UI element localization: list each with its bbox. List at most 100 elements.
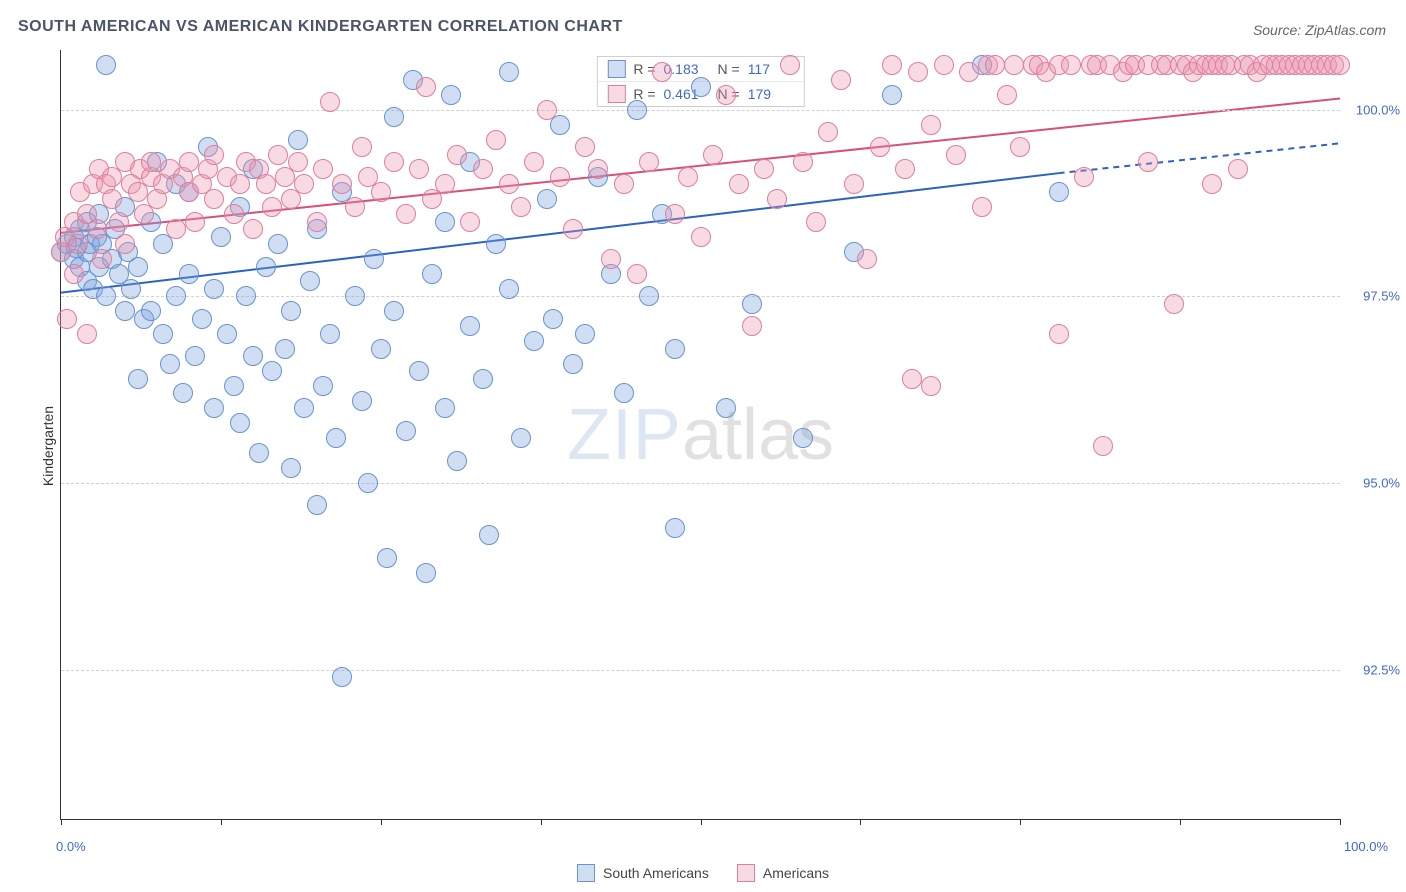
data-point <box>652 62 672 82</box>
swatch-blue <box>577 864 595 882</box>
data-point <box>185 346 205 366</box>
data-point <box>627 100 647 120</box>
data-point <box>236 286 256 306</box>
data-point <box>742 316 762 336</box>
data-point <box>409 361 429 381</box>
gridline <box>61 110 1340 111</box>
data-point <box>473 159 493 179</box>
x-tick <box>701 819 702 825</box>
data-point <box>1330 55 1350 75</box>
data-point <box>1061 55 1081 75</box>
data-point <box>185 212 205 232</box>
data-point <box>211 227 231 247</box>
data-point <box>844 174 864 194</box>
data-point <box>665 339 685 359</box>
data-point <box>460 212 480 232</box>
data-point <box>997 85 1017 105</box>
data-point <box>64 264 84 284</box>
data-point <box>300 271 320 291</box>
data-point <box>639 152 659 172</box>
data-point <box>204 398 224 418</box>
data-point <box>665 204 685 224</box>
data-point <box>818 122 838 142</box>
x-tick <box>1020 819 1021 825</box>
data-point <box>882 55 902 75</box>
data-point <box>742 294 762 314</box>
data-point <box>1010 137 1030 157</box>
x-tick <box>1340 819 1341 825</box>
data-point <box>499 174 519 194</box>
legend-item-pink: Americans <box>737 864 829 882</box>
data-point <box>396 204 416 224</box>
data-point <box>179 152 199 172</box>
data-point <box>224 376 244 396</box>
data-point <box>691 227 711 247</box>
x-tick <box>221 819 222 825</box>
watermark-zip: ZIP <box>567 395 682 475</box>
data-point <box>435 174 455 194</box>
data-point <box>275 339 295 359</box>
data-point <box>537 100 557 120</box>
n-value-pink: 179 <box>748 86 794 102</box>
data-point <box>96 286 116 306</box>
y-tick-label: 97.5% <box>1363 289 1400 304</box>
data-point <box>479 525 499 545</box>
data-point <box>268 145 288 165</box>
data-point <box>435 212 455 232</box>
data-point <box>780 55 800 75</box>
data-point <box>473 369 493 389</box>
x-tick-label-min: 0.0% <box>56 839 86 854</box>
data-point <box>511 428 531 448</box>
data-point <box>384 152 404 172</box>
data-point <box>294 174 314 194</box>
data-point <box>268 234 288 254</box>
data-point <box>575 137 595 157</box>
data-point <box>416 77 436 97</box>
data-point <box>754 159 774 179</box>
data-point <box>281 458 301 478</box>
data-point <box>384 107 404 127</box>
data-point <box>364 249 384 269</box>
data-point <box>806 212 826 232</box>
data-point <box>1074 167 1094 187</box>
data-point <box>153 324 173 344</box>
data-point <box>320 324 340 344</box>
data-point <box>703 145 723 165</box>
data-point <box>243 346 263 366</box>
data-point <box>627 264 647 284</box>
data-point <box>262 197 282 217</box>
data-point <box>102 189 122 209</box>
x-tick <box>541 819 542 825</box>
x-tick <box>61 819 62 825</box>
data-point <box>1049 324 1069 344</box>
data-point <box>371 182 391 202</box>
data-point <box>441 85 461 105</box>
data-point <box>141 152 161 172</box>
data-point <box>281 301 301 321</box>
data-point <box>326 428 346 448</box>
data-point <box>499 279 519 299</box>
data-point <box>793 152 813 172</box>
swatch-pink <box>607 85 625 103</box>
data-point <box>128 369 148 389</box>
data-point <box>68 234 88 254</box>
data-point <box>204 145 224 165</box>
data-point <box>435 398 455 418</box>
data-point <box>831 70 851 90</box>
data-point <box>224 204 244 224</box>
data-point <box>537 189 557 209</box>
data-point <box>109 212 129 232</box>
y-axis-label: Kindergarten <box>40 406 56 486</box>
data-point <box>486 234 506 254</box>
data-point <box>307 495 327 515</box>
data-point <box>243 219 263 239</box>
gridline <box>61 670 1340 671</box>
legend-item-blue: South Americans <box>577 864 709 882</box>
data-point <box>87 219 107 239</box>
data-point <box>320 92 340 112</box>
data-point <box>230 413 250 433</box>
data-point <box>128 257 148 277</box>
data-point <box>1004 55 1024 75</box>
data-point <box>115 234 135 254</box>
data-point <box>524 152 544 172</box>
